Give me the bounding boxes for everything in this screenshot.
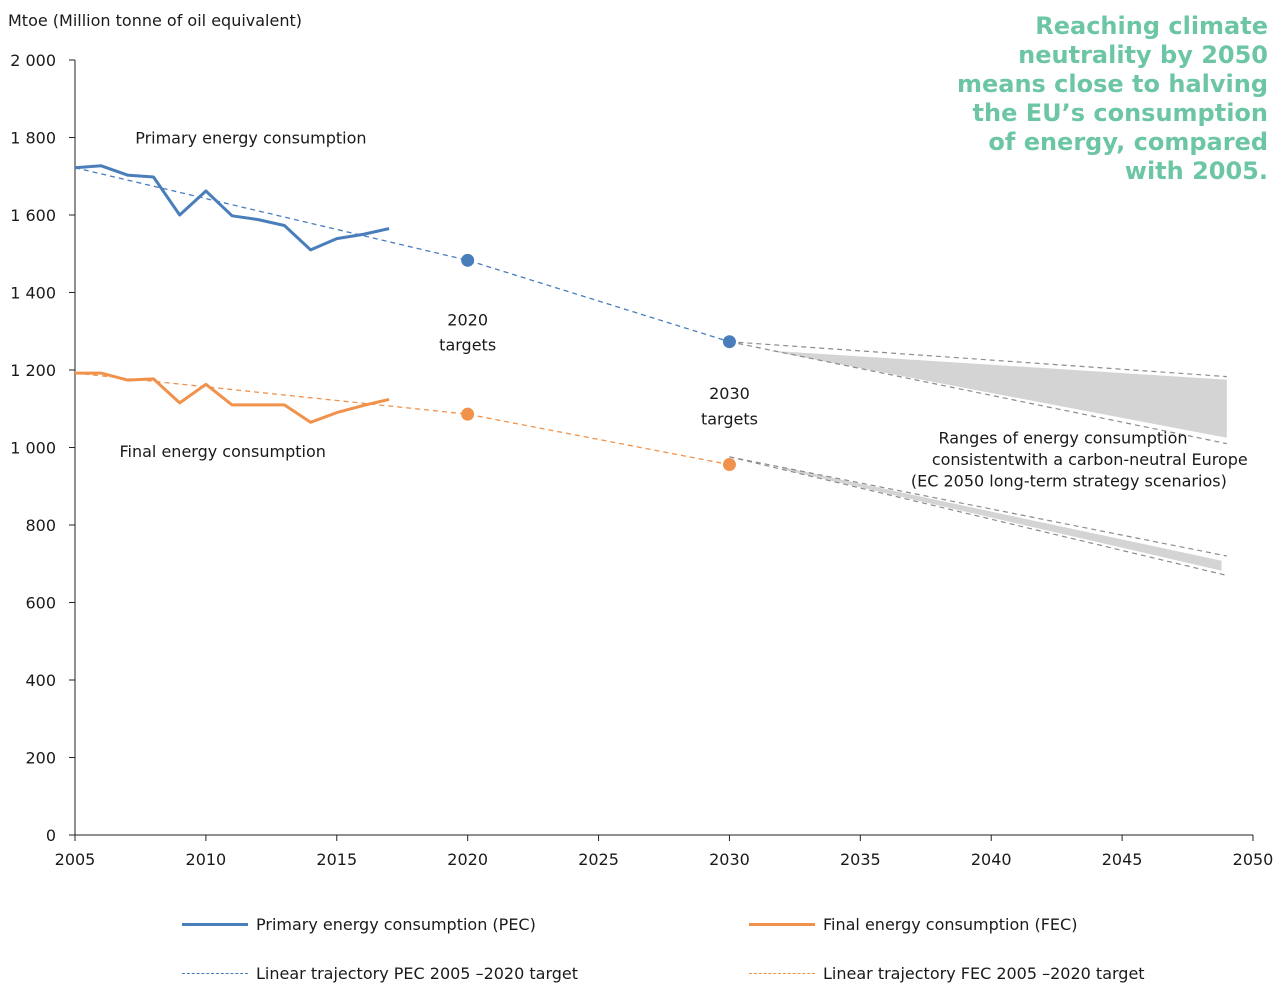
legend-swatch-pec <box>182 923 248 926</box>
headline-text: Reaching climate neutrality by 2050 mean… <box>938 12 1268 186</box>
chart-annotation: 2020 <box>447 310 488 329</box>
headline-line: with 2005. <box>1124 157 1268 185</box>
y-tick-label: 400 <box>25 671 56 690</box>
chart-annotation: Primary energy consumption <box>135 128 366 147</box>
y-tick-label: 1 000 <box>10 439 56 458</box>
scenario-lower-bound <box>729 456 1227 576</box>
x-tick-label: 2040 <box>971 850 1012 869</box>
legend-swatch-fec-trajectory <box>749 973 815 974</box>
target-marker <box>722 458 736 472</box>
chart-annotation: Ranges of energy consumption <box>938 429 1187 448</box>
legend-label-pec: Primary energy consumption (PEC) <box>256 915 536 934</box>
legend-swatch-pec-trajectory <box>182 973 248 974</box>
chart-annotation: 2030 <box>709 384 750 403</box>
y-tick-label: 1 200 <box>10 361 56 380</box>
x-tick-label: 2025 <box>578 850 619 869</box>
fec-line <box>75 371 390 424</box>
x-tick-label: 2015 <box>316 850 357 869</box>
chart-annotation: targets <box>701 409 758 428</box>
x-tick-label: 2030 <box>709 850 750 869</box>
legend-item-fec-trajectory: Linear trajectory FEC 2005 –2020 target <box>749 964 1145 983</box>
y-tick-label: 1 600 <box>10 206 56 225</box>
target-marker <box>461 253 475 267</box>
y-tick-label: 200 <box>25 749 56 768</box>
y-tick-label: 0 <box>46 826 56 845</box>
headline-line: Reaching climate <box>1035 12 1268 40</box>
y-tick-label: 600 <box>25 594 56 613</box>
legend-label-fec: Final energy consumption (FEC) <box>823 915 1078 934</box>
x-tick-label: 2020 <box>447 850 488 869</box>
legend-swatch-fec <box>749 923 815 926</box>
x-tick-label: 2035 <box>840 850 881 869</box>
chart-annotation: consistentwith a carbon-neutral Europe <box>932 450 1248 469</box>
scenario-range-band <box>781 466 1222 571</box>
legend-item-pec-trajectory: Linear trajectory PEC 2005 –2020 target <box>182 964 578 983</box>
x-tick-label: 2010 <box>186 850 227 869</box>
legend-item-fec: Final energy consumption (FEC) <box>749 915 1077 934</box>
y-tick-label: 1 400 <box>10 284 56 303</box>
headline-line: the EU’s consumption <box>972 99 1268 127</box>
chart-annotation: targets <box>439 336 496 355</box>
scenario-upper-bound <box>729 341 1227 378</box>
chart-annotation: Final energy consumption <box>120 442 326 461</box>
legend-label-pec-trajectory: Linear trajectory PEC 2005 –2020 target <box>256 964 579 983</box>
y-axis-title: Mtoe (Million tonne of oil equivalent) <box>8 11 302 30</box>
y-tick-label: 800 <box>25 516 56 535</box>
legend-item-pec: Primary energy consumption (PEC) <box>182 915 536 934</box>
headline-line: neutrality by 2050 <box>1018 41 1268 69</box>
target-marker <box>461 407 475 421</box>
target-marker <box>722 335 736 349</box>
scenario-range-band <box>768 350 1227 438</box>
y-tick-label: 2 000 <box>10 51 56 70</box>
pec-line <box>74 164 390 252</box>
scenario-lower-bound <box>729 341 1227 445</box>
legend-label-fec-trajectory: Linear trajectory FEC 2005 –2020 target <box>823 964 1145 983</box>
x-tick-label: 2045 <box>1102 850 1143 869</box>
headline-line: means close to halving <box>956 70 1268 98</box>
x-tick-label: 2005 <box>55 850 96 869</box>
chart-annotation: (EC 2050 long-term strategy scenarios) <box>911 471 1227 490</box>
headline-line: of energy, compared <box>988 128 1268 156</box>
scenario-upper-bound <box>729 456 1227 557</box>
x-tick-label: 2050 <box>1233 850 1274 869</box>
pec-trajectory-line <box>74 167 730 343</box>
y-tick-label: 1 800 <box>10 129 56 148</box>
